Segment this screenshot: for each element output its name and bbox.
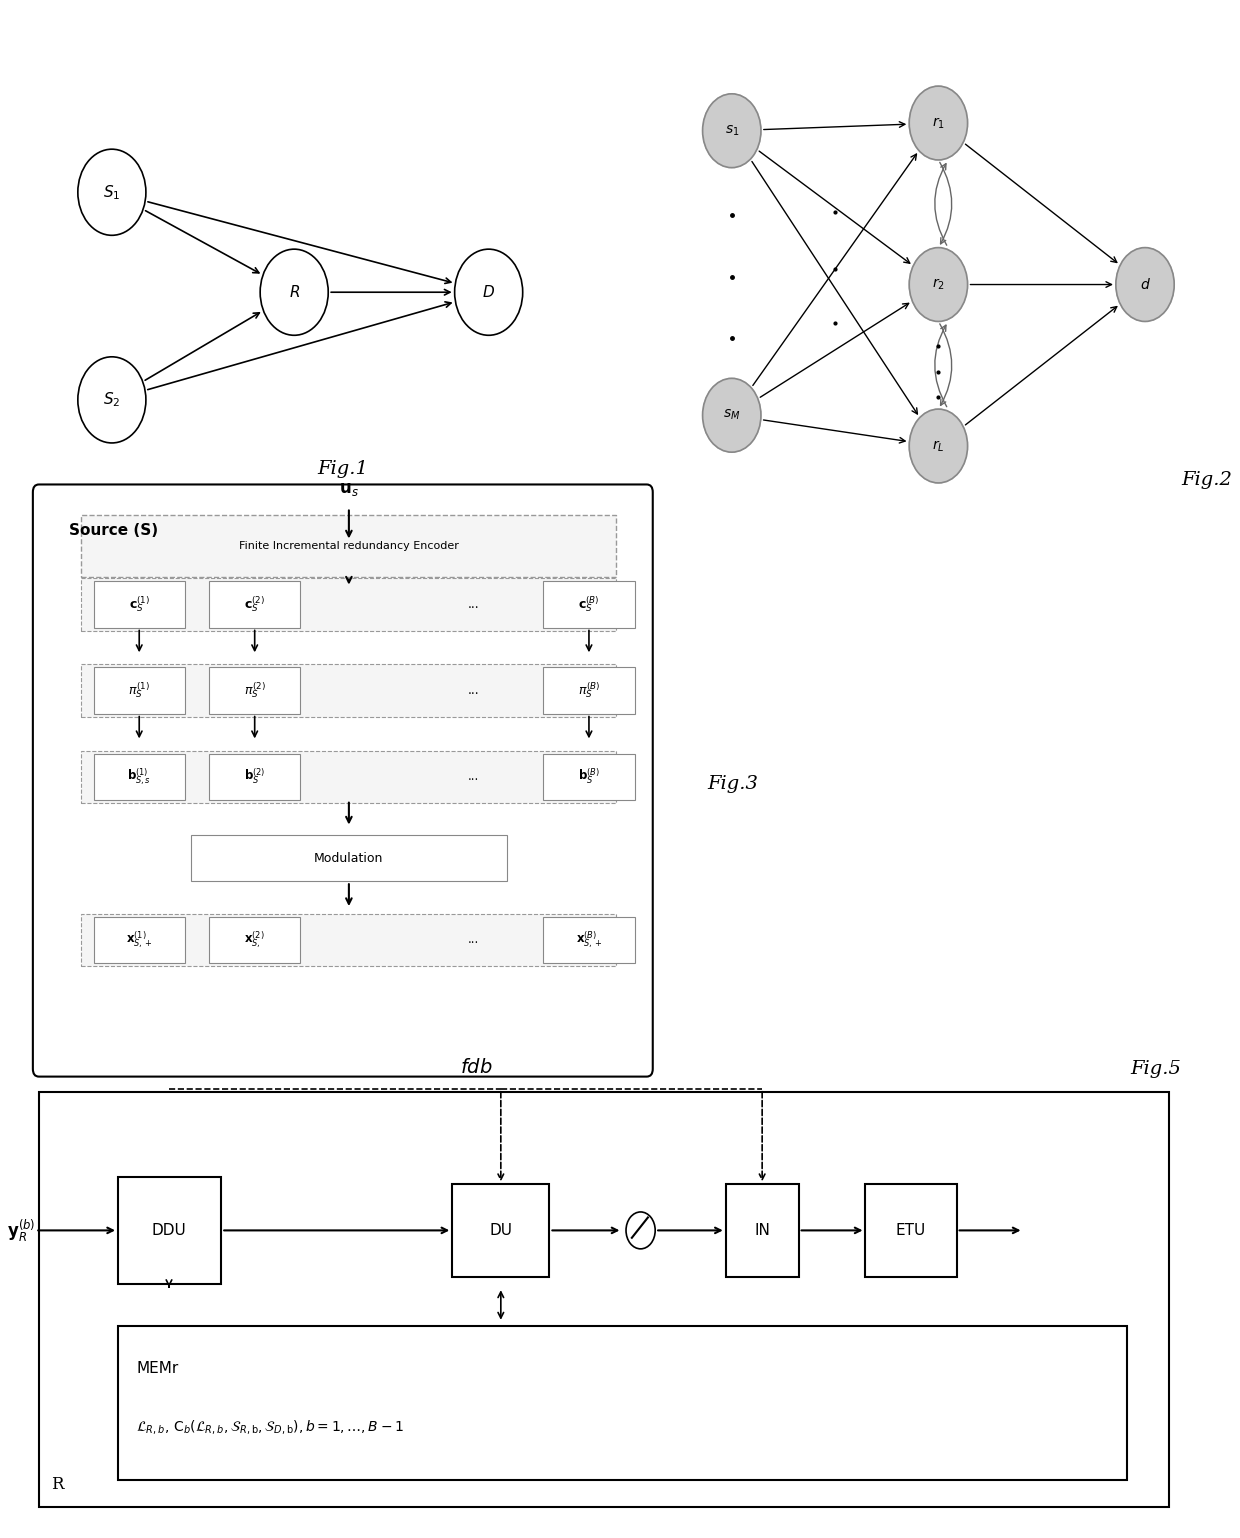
Text: ETU: ETU xyxy=(895,1223,925,1238)
Circle shape xyxy=(703,378,761,452)
Text: $fdb$: $fdb$ xyxy=(460,1058,492,1077)
Text: IN: IN xyxy=(754,1223,770,1238)
Text: $s_1$: $s_1$ xyxy=(724,123,739,138)
Circle shape xyxy=(78,357,146,443)
Text: $\mathbf{c}_S^{(B)}$: $\mathbf{c}_S^{(B)}$ xyxy=(578,595,600,614)
FancyBboxPatch shape xyxy=(94,581,185,628)
Circle shape xyxy=(909,248,967,321)
Text: R: R xyxy=(51,1475,63,1493)
FancyBboxPatch shape xyxy=(453,1184,549,1277)
FancyBboxPatch shape xyxy=(118,1177,221,1284)
Circle shape xyxy=(260,249,329,335)
Text: ...: ... xyxy=(467,598,480,611)
Text: Finite Incremental redundancy Encoder: Finite Incremental redundancy Encoder xyxy=(239,541,459,551)
FancyBboxPatch shape xyxy=(118,1326,1127,1480)
FancyBboxPatch shape xyxy=(94,667,185,714)
FancyBboxPatch shape xyxy=(33,484,652,1077)
FancyBboxPatch shape xyxy=(82,914,616,966)
Circle shape xyxy=(1116,248,1174,321)
Text: $r_L$: $r_L$ xyxy=(932,438,945,454)
Circle shape xyxy=(909,86,967,160)
FancyBboxPatch shape xyxy=(725,1184,799,1277)
Circle shape xyxy=(909,409,967,483)
Text: MEMr: MEMr xyxy=(136,1361,179,1377)
Text: $\mathbf{c}_S^{(2)}$: $\mathbf{c}_S^{(2)}$ xyxy=(244,595,265,614)
Text: DU: DU xyxy=(490,1223,512,1238)
Text: Modulation: Modulation xyxy=(314,852,383,864)
Text: $\mathbf{y}_R^{(b)}$: $\mathbf{y}_R^{(b)}$ xyxy=(7,1217,35,1244)
Text: $S_1$: $S_1$ xyxy=(103,183,120,201)
FancyBboxPatch shape xyxy=(543,667,635,714)
Text: Fig.5: Fig.5 xyxy=(1131,1060,1182,1078)
Text: $d$: $d$ xyxy=(1140,277,1151,292)
FancyBboxPatch shape xyxy=(94,754,185,800)
FancyBboxPatch shape xyxy=(210,754,300,800)
Text: $\mathbf{b}_S^{(2)}$: $\mathbf{b}_S^{(2)}$ xyxy=(244,767,265,786)
Text: $\mathbf{b}_S^{(B)}$: $\mathbf{b}_S^{(B)}$ xyxy=(578,767,600,786)
Text: $\mathbf{u}_s$: $\mathbf{u}_s$ xyxy=(339,481,358,498)
Text: ...: ... xyxy=(467,771,479,783)
Text: DDU: DDU xyxy=(151,1223,186,1238)
Text: Source (S): Source (S) xyxy=(69,523,159,538)
FancyBboxPatch shape xyxy=(866,1184,956,1277)
FancyBboxPatch shape xyxy=(82,515,616,577)
Text: $\mathcal{L}_{R,b},\,\mathrm{C}_b(\mathcal{L}_{R,b},\mathcal{S}_{R,\mathrm{b}},\: $\mathcal{L}_{R,b},\,\mathrm{C}_b(\mathc… xyxy=(136,1418,404,1436)
Circle shape xyxy=(455,249,523,335)
FancyBboxPatch shape xyxy=(210,667,300,714)
FancyBboxPatch shape xyxy=(191,835,507,881)
Text: $\pi_S^{(1)}$: $\pi_S^{(1)}$ xyxy=(128,681,150,700)
Text: $r_2$: $r_2$ xyxy=(932,277,945,292)
Text: $\mathbf{x}_{S,+}^{(B)}$: $\mathbf{x}_{S,+}^{(B)}$ xyxy=(575,929,603,950)
Text: $\mathbf{x}_{S,}^{(2)}$: $\mathbf{x}_{S,}^{(2)}$ xyxy=(244,929,265,950)
FancyBboxPatch shape xyxy=(82,751,616,803)
FancyBboxPatch shape xyxy=(82,578,616,631)
FancyBboxPatch shape xyxy=(543,917,635,963)
Text: ...: ... xyxy=(467,934,479,946)
Text: $D$: $D$ xyxy=(482,285,495,300)
Text: $R$: $R$ xyxy=(289,285,300,300)
FancyBboxPatch shape xyxy=(210,917,300,963)
FancyBboxPatch shape xyxy=(543,754,635,800)
Circle shape xyxy=(626,1212,655,1249)
Text: Fig.3: Fig.3 xyxy=(708,775,759,794)
FancyBboxPatch shape xyxy=(543,581,635,628)
Text: $\mathbf{b}_{S,s}^{(1)}$: $\mathbf{b}_{S,s}^{(1)}$ xyxy=(128,766,151,787)
Text: $\pi_S^{(B)}$: $\pi_S^{(B)}$ xyxy=(578,681,600,700)
Text: $s_M$: $s_M$ xyxy=(723,408,740,423)
Text: $\mathbf{c}_S^{(1)}$: $\mathbf{c}_S^{(1)}$ xyxy=(129,595,150,614)
Circle shape xyxy=(78,149,146,235)
FancyBboxPatch shape xyxy=(82,664,616,717)
FancyBboxPatch shape xyxy=(38,1092,1169,1507)
Text: $r_1$: $r_1$ xyxy=(932,115,945,131)
FancyBboxPatch shape xyxy=(94,917,185,963)
Text: ...: ... xyxy=(467,684,480,697)
Text: Fig.2: Fig.2 xyxy=(1182,471,1233,489)
Text: $\mathbf{x}_{S,+}^{(1)}$: $\mathbf{x}_{S,+}^{(1)}$ xyxy=(125,929,153,950)
Text: Fig.1: Fig.1 xyxy=(317,460,368,478)
Text: $\pi_S^{(2)}$: $\pi_S^{(2)}$ xyxy=(244,681,265,700)
Circle shape xyxy=(703,94,761,168)
Text: $S_2$: $S_2$ xyxy=(103,391,120,409)
FancyBboxPatch shape xyxy=(210,581,300,628)
